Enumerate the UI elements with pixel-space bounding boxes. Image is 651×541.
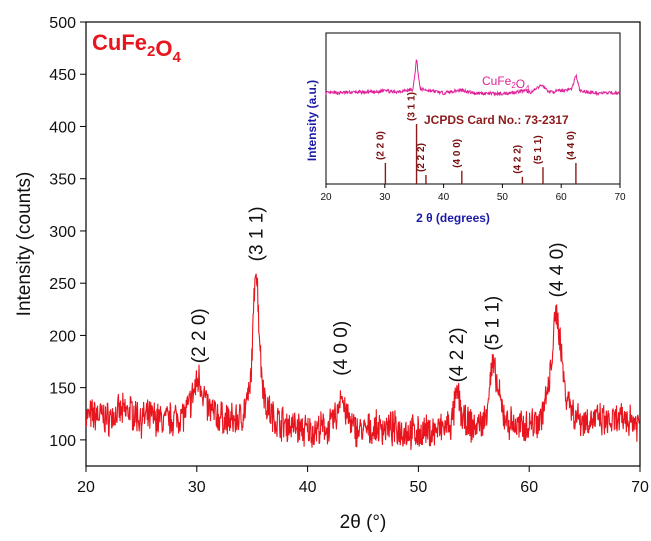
reference-line-label: (3 1 1): [407, 92, 418, 121]
peak-label: (4 4 0): [547, 242, 568, 297]
sample-name-label: CuFe2O4: [92, 30, 181, 66]
reference-line-label: (4 4 0): [566, 131, 577, 160]
y-tick-label: 450: [49, 67, 76, 84]
peak-label: (2 2 0): [189, 308, 210, 363]
reference-line-label: (5 1 1): [533, 135, 544, 164]
inset-x-tick-label: 70: [614, 192, 626, 203]
inset-y-axis-label: Intensity (a.u.): [305, 80, 319, 161]
y-tick-label: 200: [49, 328, 76, 345]
x-tick-label: 30: [188, 479, 206, 496]
y-tick-label: 300: [49, 224, 76, 241]
peak-label: (5 1 1): [483, 296, 504, 351]
x-tick-label: 60: [520, 479, 538, 496]
reference-line-label: (4 0 0): [452, 139, 463, 168]
inset-legend-label: CuFe2O4: [482, 74, 530, 93]
main-plot: 20 30 40 50 60 70 100 150 200 250 300 350 400 450 500 2…: [14, 15, 649, 533]
inset-x-tick-label: 20: [320, 192, 332, 203]
plot-frame: [85, 21, 641, 467]
inset-frame: [325, 32, 621, 185]
inset-plot: 20 30 40 50 60 70 2 θ (degrees) Intensity (a.u.…: [305, 31, 630, 239]
y-tick-label: 150: [49, 381, 76, 398]
x-tick-label: 20: [77, 479, 95, 496]
peak-label: (4 2 2): [447, 327, 468, 382]
inset-x-tick-label: 30: [379, 192, 391, 203]
reference-line-label: (2 2 0): [375, 131, 386, 160]
x-tick-label: 70: [631, 479, 649, 496]
y-axis-label: Intensity (counts): [14, 172, 35, 317]
inset-x-tick-label: 50: [497, 192, 509, 203]
reference-line-label: (2 2 2): [416, 143, 427, 172]
inset-pattern-line: [325, 59, 621, 97]
series-line-cufe2o4: [85, 273, 641, 450]
reference-line-label: (4 2 2): [512, 145, 523, 174]
y-tick-label: 400: [49, 119, 76, 136]
y-tick-label: 100: [49, 433, 76, 450]
inset-x-tick-label: 60: [556, 192, 568, 203]
y-tick-label: 250: [49, 276, 76, 293]
x-axis-label: 2θ (°): [340, 512, 387, 533]
y-tick-label: 350: [49, 172, 76, 189]
x-tick-label: 50: [410, 479, 428, 496]
x-tick-label: 40: [299, 479, 317, 496]
inset-x-tick-label: 40: [438, 192, 450, 203]
inset-x-axis-label: 2 θ (degrees): [416, 211, 490, 225]
y-tick-label: 500: [49, 15, 76, 32]
jcpds-card-label: JCPDS Card No.: 73-2317: [424, 113, 569, 127]
peak-label: (4 0 0): [331, 321, 352, 376]
inset-background: [314, 31, 630, 239]
peak-label: (3 1 1): [247, 206, 268, 261]
